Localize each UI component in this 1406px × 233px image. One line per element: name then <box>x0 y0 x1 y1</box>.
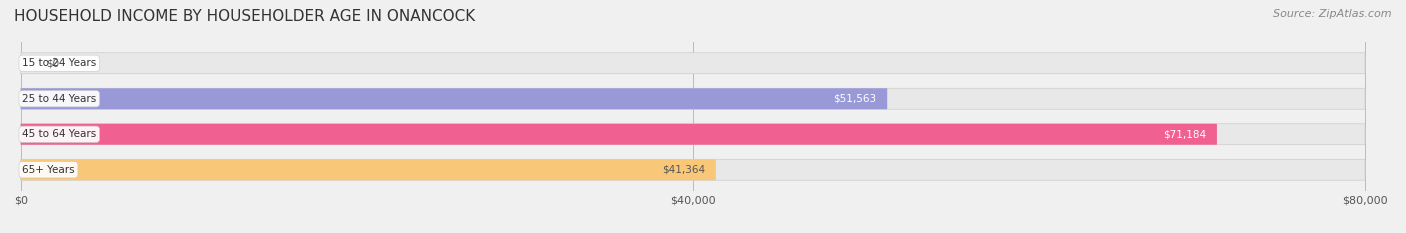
Text: 15 to 24 Years: 15 to 24 Years <box>22 58 97 68</box>
Text: $71,184: $71,184 <box>1163 129 1206 139</box>
FancyBboxPatch shape <box>21 159 1365 180</box>
Text: $51,563: $51,563 <box>834 94 876 104</box>
FancyBboxPatch shape <box>21 124 1365 145</box>
Text: $41,364: $41,364 <box>662 165 704 175</box>
FancyBboxPatch shape <box>21 53 1365 74</box>
FancyBboxPatch shape <box>21 124 1218 145</box>
FancyBboxPatch shape <box>21 88 1365 109</box>
FancyBboxPatch shape <box>21 159 716 180</box>
Text: Source: ZipAtlas.com: Source: ZipAtlas.com <box>1274 9 1392 19</box>
Text: HOUSEHOLD INCOME BY HOUSEHOLDER AGE IN ONANCOCK: HOUSEHOLD INCOME BY HOUSEHOLDER AGE IN O… <box>14 9 475 24</box>
Text: 25 to 44 Years: 25 to 44 Years <box>22 94 97 104</box>
Text: 45 to 64 Years: 45 to 64 Years <box>22 129 97 139</box>
FancyBboxPatch shape <box>21 88 887 109</box>
Text: 65+ Years: 65+ Years <box>22 165 75 175</box>
Text: $0: $0 <box>46 58 59 68</box>
